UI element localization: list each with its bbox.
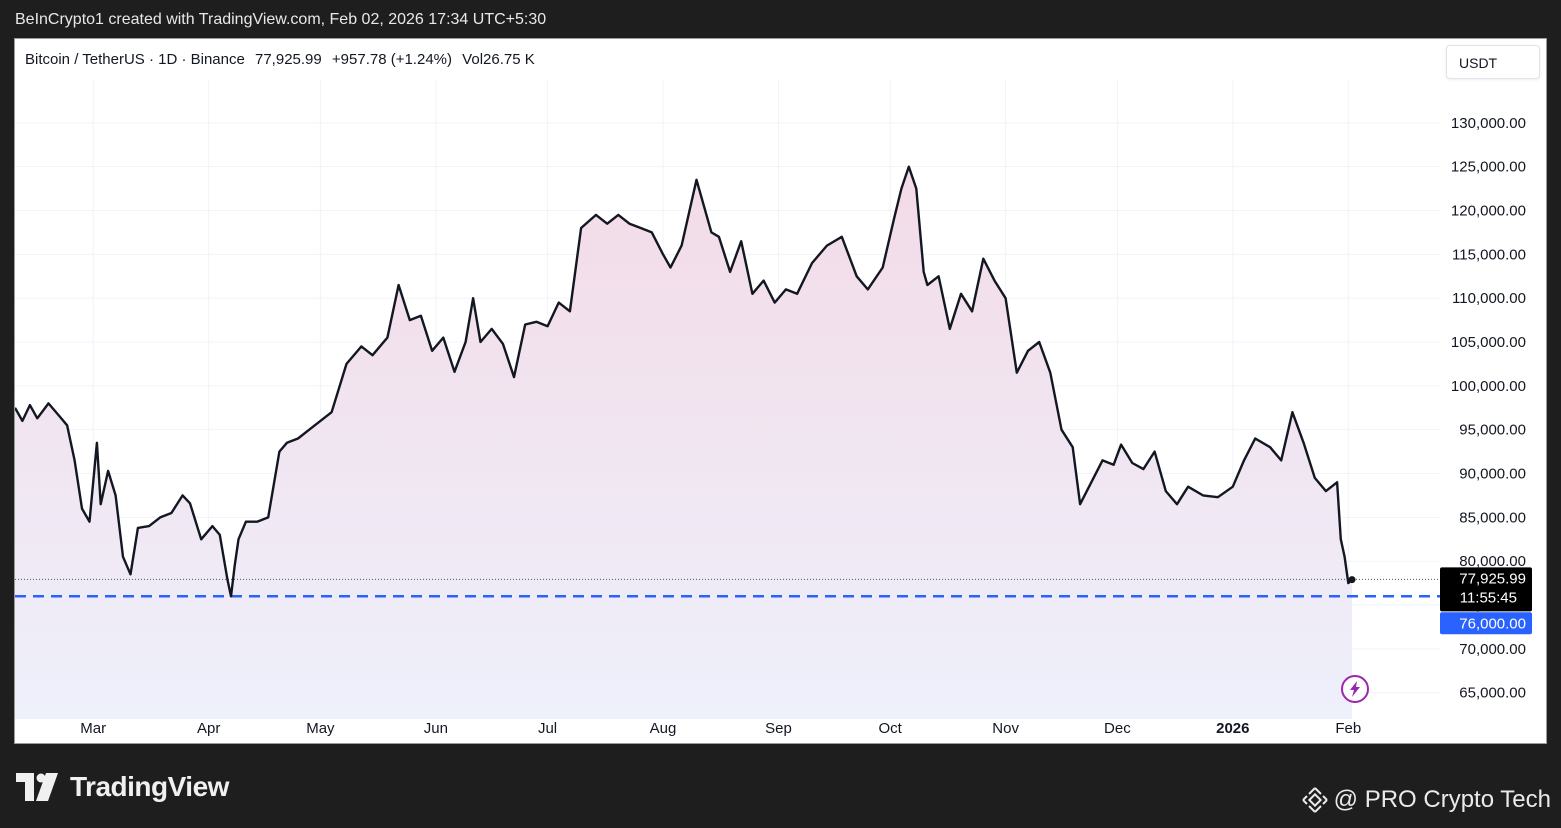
y-tick-label: 105,000.00 <box>1451 334 1526 351</box>
candle-countdown: 11:55:45 <box>1460 589 1517 606</box>
currency-button[interactable]: USDT <box>1446 45 1540 79</box>
y-tick-label: 90,000.00 <box>1459 466 1526 483</box>
y-tick-label: 80,000.00 <box>1459 553 1526 570</box>
last-price-value: 77,925.99 <box>1459 570 1526 587</box>
y-tick-label: 110,000.00 <box>1452 290 1526 307</box>
x-tick-label: 2026 <box>1216 720 1249 737</box>
support-value: 76,000.00 <box>1459 615 1526 632</box>
price-line-series[interactable] <box>15 165 1353 598</box>
symbol-name: Bitcoin / TetherUS · 1D · Binance <box>25 51 245 68</box>
legend-volume: Vol26.75 K <box>462 51 535 68</box>
y-tick-label: 130,000.00 <box>1451 115 1526 132</box>
y-tick-label: 70,000.00 <box>1459 641 1526 658</box>
price-axis[interactable]: 65,000.0070,000.0075,000.0080,000.0085,0… <box>1451 115 1526 702</box>
legend-change: +957.78 (+1.24%) <box>331 51 452 68</box>
footer-bar: TradingView @ PRO Crypto Tech <box>0 744 1561 828</box>
tradingview-brand: TradingView <box>70 771 229 802</box>
x-tick-label: Oct <box>879 720 903 737</box>
y-tick-label: 100,000.00 <box>1451 378 1526 395</box>
price-chart[interactable]: 65,000.0070,000.0075,000.0080,000.0085,0… <box>15 39 1546 743</box>
price-area-fill <box>15 166 1352 719</box>
support-price-label: 76,000.00 <box>1440 612 1532 635</box>
y-tick-label: 95,000.00 <box>1459 422 1526 439</box>
y-tick-label: 125,000.00 <box>1451 159 1526 176</box>
top-caption-bar: BeInCrypto1 created with TradingView.com… <box>0 0 1561 38</box>
x-tick-label: Apr <box>197 720 220 737</box>
x-tick-label: Aug <box>650 720 677 737</box>
watermark: @ PRO Crypto Tech <box>1301 786 1551 814</box>
tradingview-logo-icon <box>16 773 58 801</box>
x-tick-label: Dec <box>1104 720 1131 737</box>
last-price-label: 77,925.99 11:55:45 <box>1440 567 1532 612</box>
x-tick-label: May <box>306 720 335 737</box>
symbol-legend[interactable]: Bitcoin / TetherUS · 1D · Binance 77,925… <box>25 47 541 73</box>
x-tick-label: Mar <box>80 720 106 737</box>
watermark-text: @ PRO Crypto Tech <box>1333 786 1551 813</box>
x-tick-label: Sep <box>765 720 792 737</box>
x-tick-label: Feb <box>1335 720 1361 737</box>
chart-panel[interactable]: 65,000.0070,000.0075,000.0080,000.0085,0… <box>14 38 1547 744</box>
x-tick-label: Nov <box>992 720 1019 737</box>
time-axis[interactable]: Mar Apr May Jun Jul Aug Sep Oct Nov Dec 2026 Feb <box>80 720 1361 737</box>
y-tick-label: 115,000.00 <box>1452 246 1526 263</box>
binance-diamond-icon <box>1301 787 1328 813</box>
tradingview-logo: TradingView <box>16 770 229 804</box>
y-tick-label: 120,000.00 <box>1451 203 1526 220</box>
y-tick-label: 85,000.00 <box>1459 509 1526 526</box>
last-price-dot <box>1348 576 1356 584</box>
legend-price: 77,925.99 <box>255 51 322 68</box>
x-tick-label: Jun <box>424 720 448 737</box>
alert-bolt-icon[interactable] <box>1341 675 1369 703</box>
x-tick-label: Jul <box>538 720 557 737</box>
y-tick-label: 65,000.00 <box>1459 685 1526 702</box>
chart-caption: BeInCrypto1 created with TradingView.com… <box>15 11 547 28</box>
